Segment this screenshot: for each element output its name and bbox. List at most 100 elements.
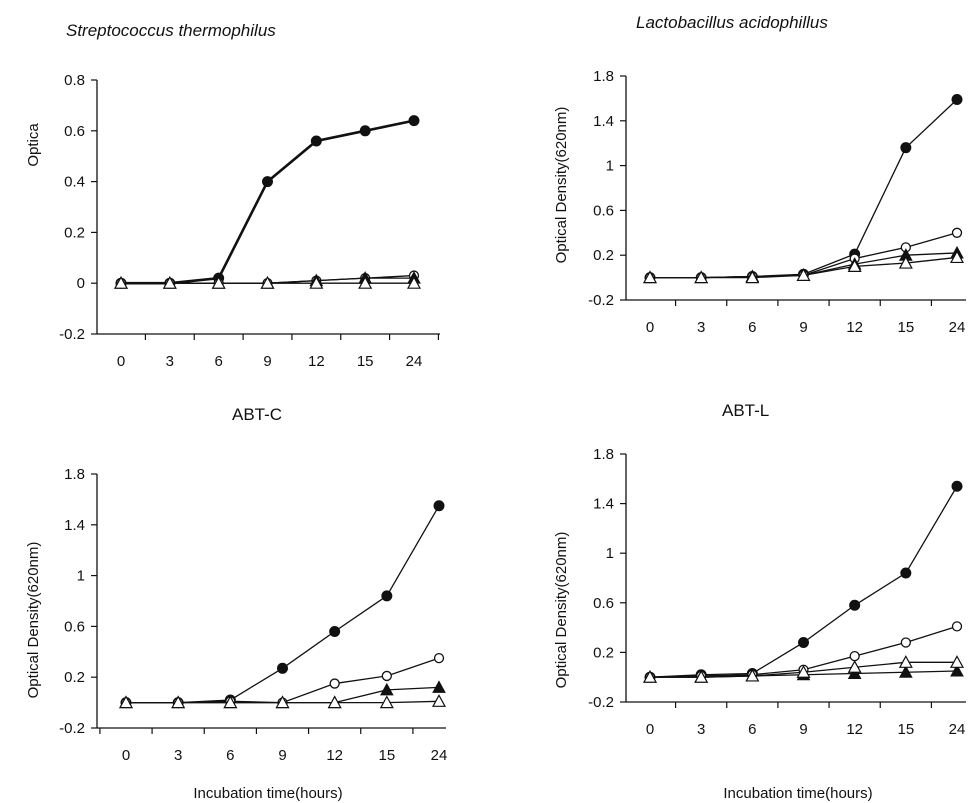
x-tick-labels: 0 3 6 9 12 15 24 <box>122 747 448 764</box>
y-tick-label: 1.4 <box>64 517 85 534</box>
x-tick-label: 3 <box>697 319 705 336</box>
series-group <box>113 115 422 289</box>
x-axis-label: Incubation time(hours) <box>193 785 342 802</box>
data-point-open-circle <box>329 678 340 689</box>
axes <box>620 75 966 306</box>
data-point-open-circle <box>951 621 963 632</box>
data-point-filled-circle <box>433 500 445 512</box>
x-tick-label: 15 <box>897 319 914 336</box>
y-tick-label: 0.2 <box>593 247 614 264</box>
series-line-filled-circle <box>650 99 958 279</box>
data-point-filled-circle <box>408 115 420 127</box>
panel-abt-l: ABT-L Optical Density(620nm) Incubation … <box>553 401 966 802</box>
data-point-filled-circle <box>951 480 963 492</box>
y-tick-label: 1.4 <box>593 113 614 130</box>
data-point-open-triangle <box>898 655 913 668</box>
data-point-open-triangle <box>694 270 709 284</box>
series-line-filled-circle <box>649 485 958 678</box>
series-group <box>642 480 965 683</box>
x-tick-label: 9 <box>278 747 286 764</box>
x-tick-label: 12 <box>308 353 325 370</box>
y-tick-label: 1.8 <box>64 466 85 483</box>
chart-title: Lactobacillus acidophillus <box>636 13 828 32</box>
data-point-open-circle <box>433 653 445 664</box>
data-point-filled-triangle <box>379 682 394 696</box>
y-axis-label: Optical Density(620nm) <box>553 532 570 689</box>
x-tick-label: 3 <box>166 353 174 370</box>
x-tick-label: 3 <box>174 747 182 764</box>
data-point-open-triangle <box>431 694 447 707</box>
data-point-open-triangle <box>118 695 134 709</box>
data-point-filled-triangle <box>847 666 862 679</box>
data-point-filled-triangle <box>898 665 913 678</box>
y-tick-label: 1.8 <box>593 68 614 85</box>
y-tick-label: 1 <box>77 568 85 585</box>
data-point-open-triangle <box>847 660 862 673</box>
x-tick-label: 9 <box>799 319 807 336</box>
data-point-open-triangle <box>847 259 862 272</box>
y-tick-label: 1.4 <box>593 496 614 513</box>
data-point-open-triangle <box>694 669 709 683</box>
x-tick-label: 0 <box>646 319 654 336</box>
y-tick-label: 0.6 <box>64 618 85 635</box>
data-point-open-circle <box>951 227 963 238</box>
x-tick-label: 24 <box>949 319 966 336</box>
x-axis-label: Incubation time(hours) <box>723 785 872 802</box>
data-point-filled-circle <box>798 636 809 648</box>
y-tick-label: 0.6 <box>593 202 614 219</box>
x-tick-labels: 0 3 6 9 12 15 24 <box>117 353 423 370</box>
y-tick-labels: -0.2 0.2 0.6 1 1.4 1.8 <box>588 68 614 309</box>
axes <box>91 473 446 734</box>
panel-lactobacillus: Lactobacillus acidophillus Optical Densi… <box>553 13 966 336</box>
data-point-open-triangle <box>223 695 238 709</box>
x-tick-label: 6 <box>214 353 222 370</box>
x-tick-label: 3 <box>697 721 705 738</box>
data-point-open-triangle <box>898 255 913 269</box>
series-group <box>642 94 965 284</box>
data-point-open-triangle <box>949 655 965 668</box>
data-point-open-triangle <box>327 695 342 709</box>
x-tick-label: 15 <box>378 747 395 764</box>
data-point-open-triangle <box>358 275 373 289</box>
data-point-open-triangle <box>113 275 129 289</box>
chart-title: ABT-L <box>722 401 769 420</box>
data-point-open-triangle <box>949 250 965 264</box>
y-axis-label: Optical Density(620nm) <box>25 542 42 699</box>
chart-title: Streptococcus thermophilus <box>66 21 276 40</box>
x-tick-label: 12 <box>846 721 863 738</box>
x-tick-label: 15 <box>897 721 914 738</box>
series-line-filled-circle <box>121 119 415 285</box>
y-tick-label: -0.2 <box>588 694 614 711</box>
axes <box>620 453 966 708</box>
x-tick-label: 12 <box>846 319 863 336</box>
x-tick-label: 0 <box>117 353 125 370</box>
x-tick-label: 9 <box>263 353 271 370</box>
data-point-open-triangle <box>309 275 324 289</box>
data-point-open-triangle <box>745 668 760 682</box>
x-tick-labels: 0 3 6 9 12 15 24 <box>646 319 966 336</box>
data-point-open-triangle <box>171 695 186 709</box>
data-point-open-triangle <box>211 275 226 289</box>
y-tick-label: 0.4 <box>64 174 85 191</box>
data-point-filled-circle <box>951 94 963 106</box>
data-point-open-triangle <box>642 669 658 683</box>
x-tick-label: 12 <box>326 747 343 764</box>
data-point-filled-triangle <box>432 680 446 693</box>
y-tick-label: 0.2 <box>593 644 614 661</box>
data-point-filled-circle <box>262 176 273 188</box>
data-point-open-circle <box>381 670 392 682</box>
y-tick-label: 0.6 <box>593 595 614 612</box>
data-point-filled-triangle <box>950 663 964 677</box>
x-tick-label: 24 <box>431 747 448 764</box>
x-tick-label: 15 <box>357 353 374 370</box>
data-point-open-triangle <box>162 275 177 289</box>
x-tick-label: 6 <box>226 747 234 764</box>
y-axis-label: Optica <box>25 123 42 167</box>
y-tick-labels: -0.2 0 0.2 0.4 0.6 0.8 <box>59 72 85 343</box>
panel-streptococcus: Streptococcus thermophilus Optica -0.200… <box>25 21 440 370</box>
data-point-filled-circle <box>329 625 341 637</box>
x-tick-label: 24 <box>406 353 423 370</box>
y-tick-label: -0.2 <box>59 326 85 343</box>
y-tick-label: 1.8 <box>593 446 614 463</box>
